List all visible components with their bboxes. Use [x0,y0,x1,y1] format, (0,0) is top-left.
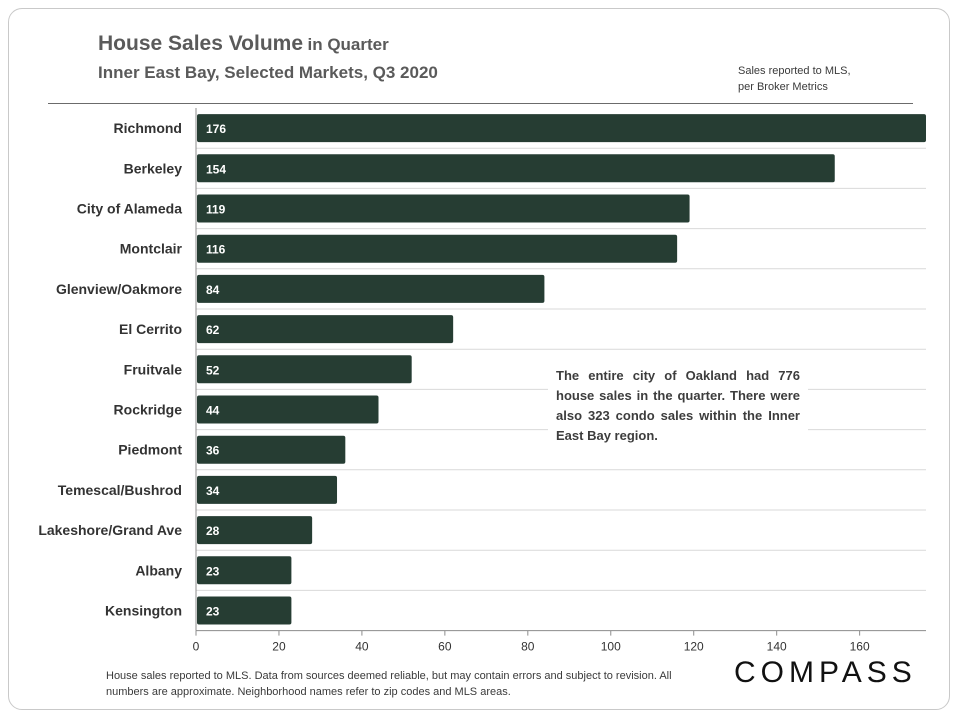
slide-frame [8,8,950,710]
bar [197,475,338,504]
bar-value-label: 23 [206,564,220,578]
bar-value-label: 84 [206,283,220,297]
x-tick-label: 0 [193,640,200,654]
bar [197,556,292,585]
chart-title-main: House Sales Volume [98,32,304,55]
category-label: El Cerrito [119,321,182,337]
compass-logo: COMPASS [734,656,917,689]
chart-title: House Sales Volume in Quarter [98,32,389,56]
x-tick-label: 160 [850,640,870,654]
category-label: Kensington [105,603,182,619]
bar [197,234,678,263]
source-note-line-2: per Broker Metrics [738,81,828,93]
x-tick-label: 20 [272,640,286,654]
x-tick-label: 60 [438,640,452,654]
x-tick-label: 40 [355,640,369,654]
category-label: City of Alameda [77,201,182,217]
category-label: Albany [135,562,182,578]
category-label: Montclair [120,241,183,257]
category-label: Lakeshore/Grand Ave [38,522,182,538]
source-note-line-1: Sales reported to MLS, [738,65,851,77]
category-label: Piedmont [118,442,182,458]
bar [197,154,835,183]
category-label: Glenview/Oakmore [56,281,182,297]
category-label: Richmond [114,120,182,136]
category-label: Temescal/Bushrod [58,482,182,498]
x-tick-label: 100 [601,640,621,654]
x-tick-label: 120 [684,640,704,654]
bar [197,355,412,384]
x-tick-label: 140 [767,640,787,654]
bar [197,596,292,625]
oakland-annotation: The entire city of Oakland had 776 house… [548,360,808,452]
bar-value-label: 34 [206,484,220,498]
chart-subtitle: Inner East Bay, Selected Markets, Q3 202… [98,63,438,82]
bar-value-label: 62 [206,323,220,337]
bar [197,114,926,143]
bar-value-label: 116 [206,243,226,257]
bar [197,315,454,344]
bar [197,395,379,424]
bar [197,194,690,223]
source-note: Sales reported to MLS, per Broker Metric… [738,63,908,95]
chart-title-suffix: in Quarter [307,35,389,54]
bar-value-label: 119 [206,203,226,217]
bar-value-label: 36 [206,444,220,458]
bar-value-label: 28 [206,524,220,538]
category-label: Rockridge [114,402,183,418]
bar-value-label: 23 [206,605,220,619]
category-label: Berkeley [124,160,183,176]
header-divider [48,103,913,104]
category-label: Fruitvale [124,361,183,377]
bar [197,516,313,545]
bar-value-label: 154 [206,162,226,176]
bar-value-label: 44 [206,404,220,418]
x-tick-label: 80 [521,640,535,654]
bar [197,435,346,464]
footer-disclaimer: House sales reported to MLS. Data from s… [106,670,672,698]
bar-value-label: 52 [206,363,220,377]
bar-value-label: 176 [206,122,226,136]
bar [197,274,545,303]
